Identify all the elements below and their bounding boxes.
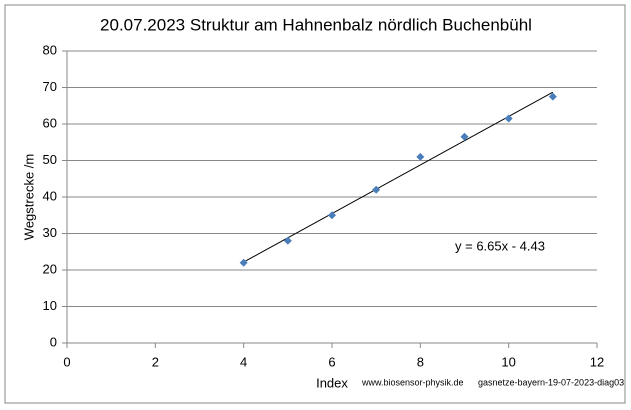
y-tick-label: 20 xyxy=(43,261,57,276)
y-tick-label: 10 xyxy=(43,298,57,313)
chart-title: 20.07.2023 Struktur am Hahnenbalz nördli… xyxy=(100,15,532,34)
data-point xyxy=(416,152,425,161)
y-tick-label: 80 xyxy=(43,42,57,57)
y-tick-label: 60 xyxy=(43,115,57,130)
x-tick-label: 2 xyxy=(152,354,159,369)
y-axis-label: Wegstrecke /m xyxy=(21,154,36,240)
data-point xyxy=(328,211,336,220)
y-tick-label: 70 xyxy=(43,79,57,94)
chart-frame xyxy=(4,4,626,404)
data-point xyxy=(504,114,513,123)
data-point xyxy=(372,185,381,194)
footer-text: www.biosensor-physik.de xyxy=(361,377,464,387)
x-tick-label: 10 xyxy=(501,354,515,369)
data-point xyxy=(548,92,557,101)
trendline-equation: y = 6.65x - 4.43 xyxy=(455,238,545,253)
x-tick-label: 8 xyxy=(417,354,424,369)
data-point xyxy=(283,236,292,245)
x-tick-label: 0 xyxy=(63,354,70,369)
data-point xyxy=(460,132,469,141)
trendline xyxy=(243,91,554,263)
x-axis-label: Index xyxy=(316,375,348,390)
y-tick-label: 0 xyxy=(50,334,57,349)
y-tick-label: 40 xyxy=(43,188,57,203)
x-tick-label: 12 xyxy=(590,354,604,369)
footer-text: gasnetze-bayern-19-07-2023-diag03 xyxy=(478,377,624,387)
y-tick-label: 30 xyxy=(43,225,57,240)
y-tick-label: 50 xyxy=(43,152,57,167)
data-point xyxy=(239,258,248,267)
x-tick-label: 4 xyxy=(240,354,247,369)
x-tick-label: 6 xyxy=(328,354,335,369)
